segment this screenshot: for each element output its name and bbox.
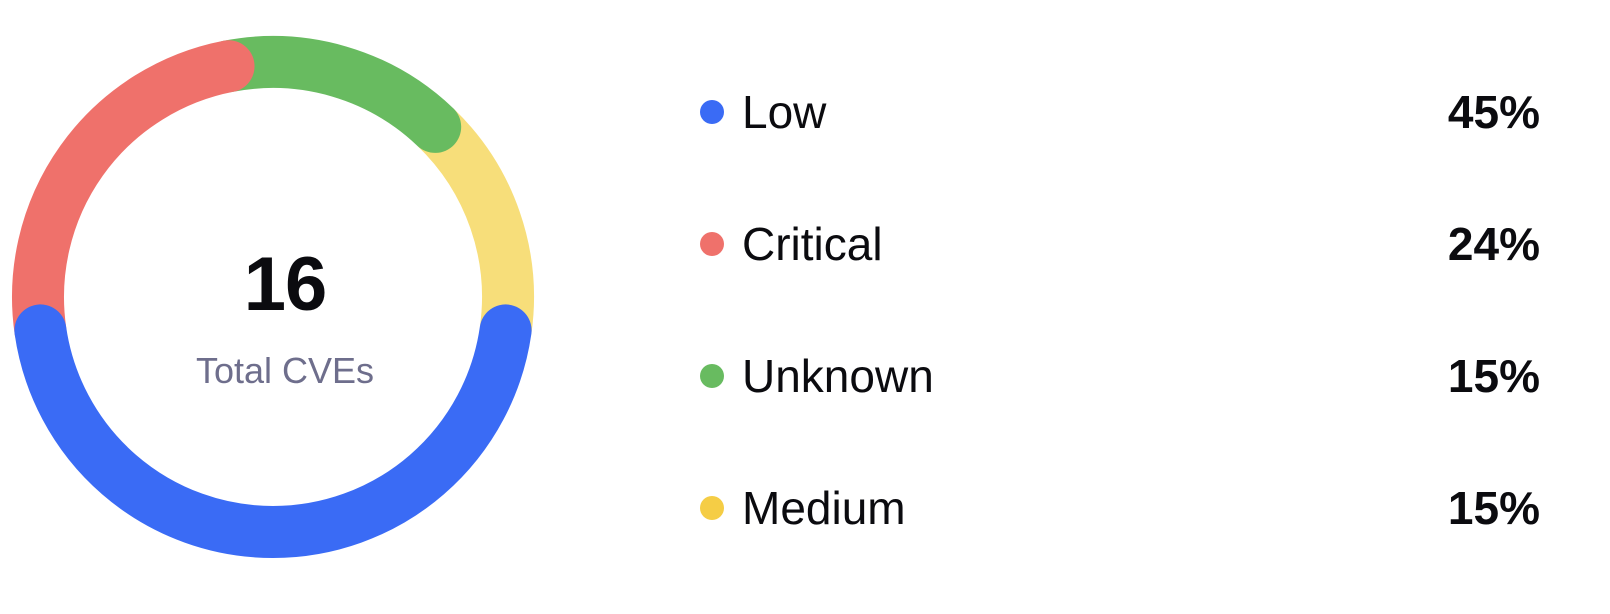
- legend-label-low: Low: [742, 86, 827, 138]
- donut-slice-medium: [416, 108, 534, 335]
- legend-item-medium: Medium 15%: [700, 472, 1540, 604]
- donut-slice-unknown: [202, 36, 462, 153]
- legend-value-unknown: 15%: [1447, 350, 1540, 402]
- legend-value-medium: 15%: [1447, 482, 1540, 534]
- donut-slice-low: [14, 304, 532, 558]
- legend-label-critical: Critical: [742, 218, 883, 270]
- legend-value-critical: 24%: [1447, 218, 1540, 270]
- donut-chart: [12, 36, 534, 558]
- legend-item-critical: Critical 24%: [700, 208, 1540, 340]
- legend-item-unknown: Unknown 15%: [700, 340, 1540, 472]
- legend-value-low: 45%: [1447, 86, 1540, 138]
- legend-label-unknown: Unknown: [742, 350, 934, 402]
- legend-item-low: Low 45%: [700, 76, 1540, 208]
- total-cves-count: 16: [243, 242, 328, 327]
- legend-label-medium: Medium: [742, 482, 906, 534]
- total-cves-label: Total CVEs: [195, 350, 375, 391]
- legend-dot-medium: [700, 496, 724, 520]
- legend: Low 45% Critical 24% Unknown 15% Medium …: [700, 76, 1540, 604]
- donut-slice-critical: [12, 40, 255, 357]
- legend-dot-critical: [700, 232, 724, 256]
- legend-dot-low: [700, 100, 724, 124]
- legend-dot-unknown: [700, 364, 724, 388]
